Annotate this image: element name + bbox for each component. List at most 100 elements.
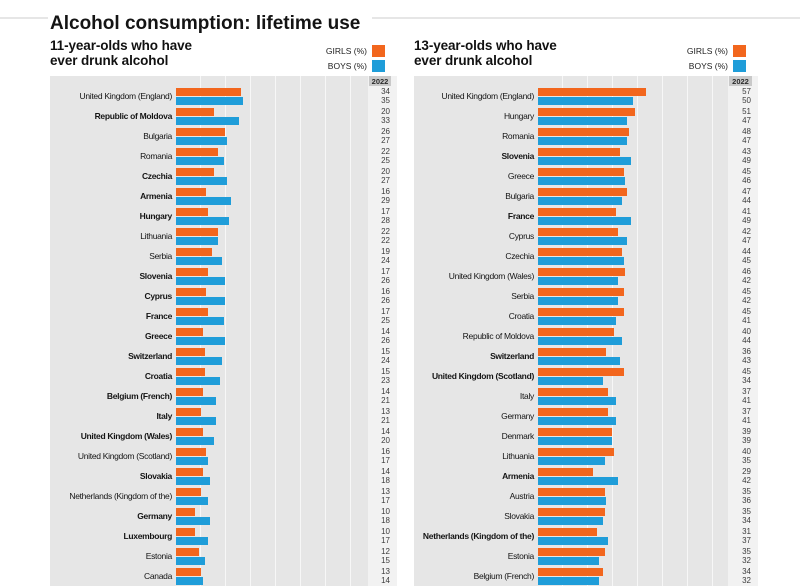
bar-group (538, 186, 728, 206)
girls-bar (538, 548, 605, 556)
girls-bar (176, 148, 218, 156)
boys-value: 50 (742, 96, 751, 105)
chart-row: Switzerland 36 43 (414, 346, 758, 366)
boys-value: 47 (742, 116, 751, 125)
chart-row: France 17 25 (50, 306, 397, 326)
country-label: Croatia (414, 306, 538, 326)
country-label: Slovakia (414, 506, 538, 526)
boys-value: 41 (742, 396, 751, 405)
panel-11-year-olds: 11-year-olds who have ever drunk alcohol… (50, 38, 397, 586)
country-label: United Kingdom (Wales) (414, 266, 538, 286)
girls-bar (176, 448, 206, 456)
girls-value: 35 (742, 547, 751, 556)
girls-bar (176, 408, 201, 416)
chart-row: Armenia 16 29 (50, 186, 397, 206)
country-label: Serbia (414, 286, 538, 306)
boys-value: 32 (742, 576, 751, 585)
girls-value: 14 (381, 467, 390, 476)
chart-row: Italy 13 21 (50, 406, 397, 426)
girls-bar (538, 128, 629, 136)
boys-bar (538, 397, 616, 405)
chart-row: United Kingdom (England) 34 35 (50, 86, 397, 106)
country-label: Switzerland (414, 346, 538, 366)
chart-row: Belgium (French) 34 32 (414, 566, 758, 586)
boys-bar (538, 577, 599, 585)
chart-row: Greece 14 26 (50, 326, 397, 346)
bar-group (176, 226, 368, 246)
girls-bar (176, 348, 205, 356)
boys-value: 26 (381, 296, 390, 305)
country-label: Serbia (50, 246, 176, 266)
girls-bar (538, 488, 605, 496)
chart-row: Estonia 12 15 (50, 546, 397, 566)
boys-bar (176, 437, 214, 445)
girls-bar (176, 268, 208, 276)
bar-group (538, 286, 728, 306)
chart-row: Belgium (French) 14 21 (50, 386, 397, 406)
bar-group (538, 166, 728, 186)
country-label: Bulgaria (414, 186, 538, 206)
value-pair: 14 18 (368, 466, 397, 486)
bar-group (538, 206, 728, 226)
girls-value: 40 (742, 327, 751, 336)
legend-girls: GIRLS (%) (687, 45, 746, 57)
chart-row: Slovakia 14 18 (50, 466, 397, 486)
country-label: Estonia (50, 546, 176, 566)
country-label: Slovenia (414, 146, 538, 166)
girls-swatch-icon (372, 45, 385, 57)
boys-bar (176, 417, 216, 425)
value-pair: 35 34 (728, 506, 758, 526)
boys-value: 33 (381, 116, 390, 125)
girls-bar (176, 248, 212, 256)
boys-bar (176, 557, 205, 565)
value-pair: 39 39 (728, 426, 758, 446)
boys-bar (176, 117, 239, 125)
boys-bar (176, 537, 208, 545)
boys-value: 24 (381, 256, 390, 265)
value-pair: 45 41 (728, 306, 758, 326)
boys-value: 42 (742, 476, 751, 485)
chart-row: Hungary 51 47 (414, 106, 758, 126)
boys-value: 49 (742, 156, 751, 165)
value-pair: 45 42 (728, 286, 758, 306)
girls-value: 19 (381, 247, 390, 256)
bar-group (538, 226, 728, 246)
chart-rows: United Kingdom (England) 57 50 Hungary 51 47 R… (414, 86, 758, 586)
label-column-spacer (414, 76, 538, 86)
boys-value: 26 (381, 336, 390, 345)
chart-header-strip: 2022 (50, 76, 397, 87)
chart-row: Greece 45 46 (414, 166, 758, 186)
boys-value: 26 (381, 276, 390, 285)
country-label: Hungary (50, 206, 176, 226)
girls-value: 31 (742, 527, 751, 536)
country-label: Greece (50, 326, 176, 346)
girls-value: 35 (742, 487, 751, 496)
girls-value: 47 (742, 187, 751, 196)
year-badge: 2022 (369, 76, 391, 87)
girls-value: 35 (742, 507, 751, 516)
girls-bar (176, 188, 206, 196)
value-pair: 40 35 (728, 446, 758, 466)
country-label: Republic of Moldova (414, 326, 538, 346)
girls-value: 17 (381, 207, 390, 216)
girls-bar (538, 268, 625, 276)
chart-row: Croatia 45 41 (414, 306, 758, 326)
value-pair: 15 24 (368, 346, 397, 366)
boys-bar (538, 477, 618, 485)
value-pair: 17 26 (368, 266, 397, 286)
country-label: Greece (414, 166, 538, 186)
girls-value: 46 (742, 267, 751, 276)
boys-bar (176, 257, 222, 265)
bar-group (538, 326, 728, 346)
bar-group (538, 426, 728, 446)
girls-value: 20 (381, 167, 390, 176)
boys-bar (538, 257, 624, 265)
chart-row: Austria 35 36 (414, 486, 758, 506)
girls-bar (176, 228, 218, 236)
boys-value: 43 (742, 356, 751, 365)
bar-group (176, 266, 368, 286)
chart-rows: United Kingdom (England) 34 35 Republic of … (50, 86, 397, 586)
legend-boys-label: BOYS (%) (688, 61, 728, 71)
girls-value: 39 (742, 427, 751, 436)
girls-bar (538, 188, 627, 196)
